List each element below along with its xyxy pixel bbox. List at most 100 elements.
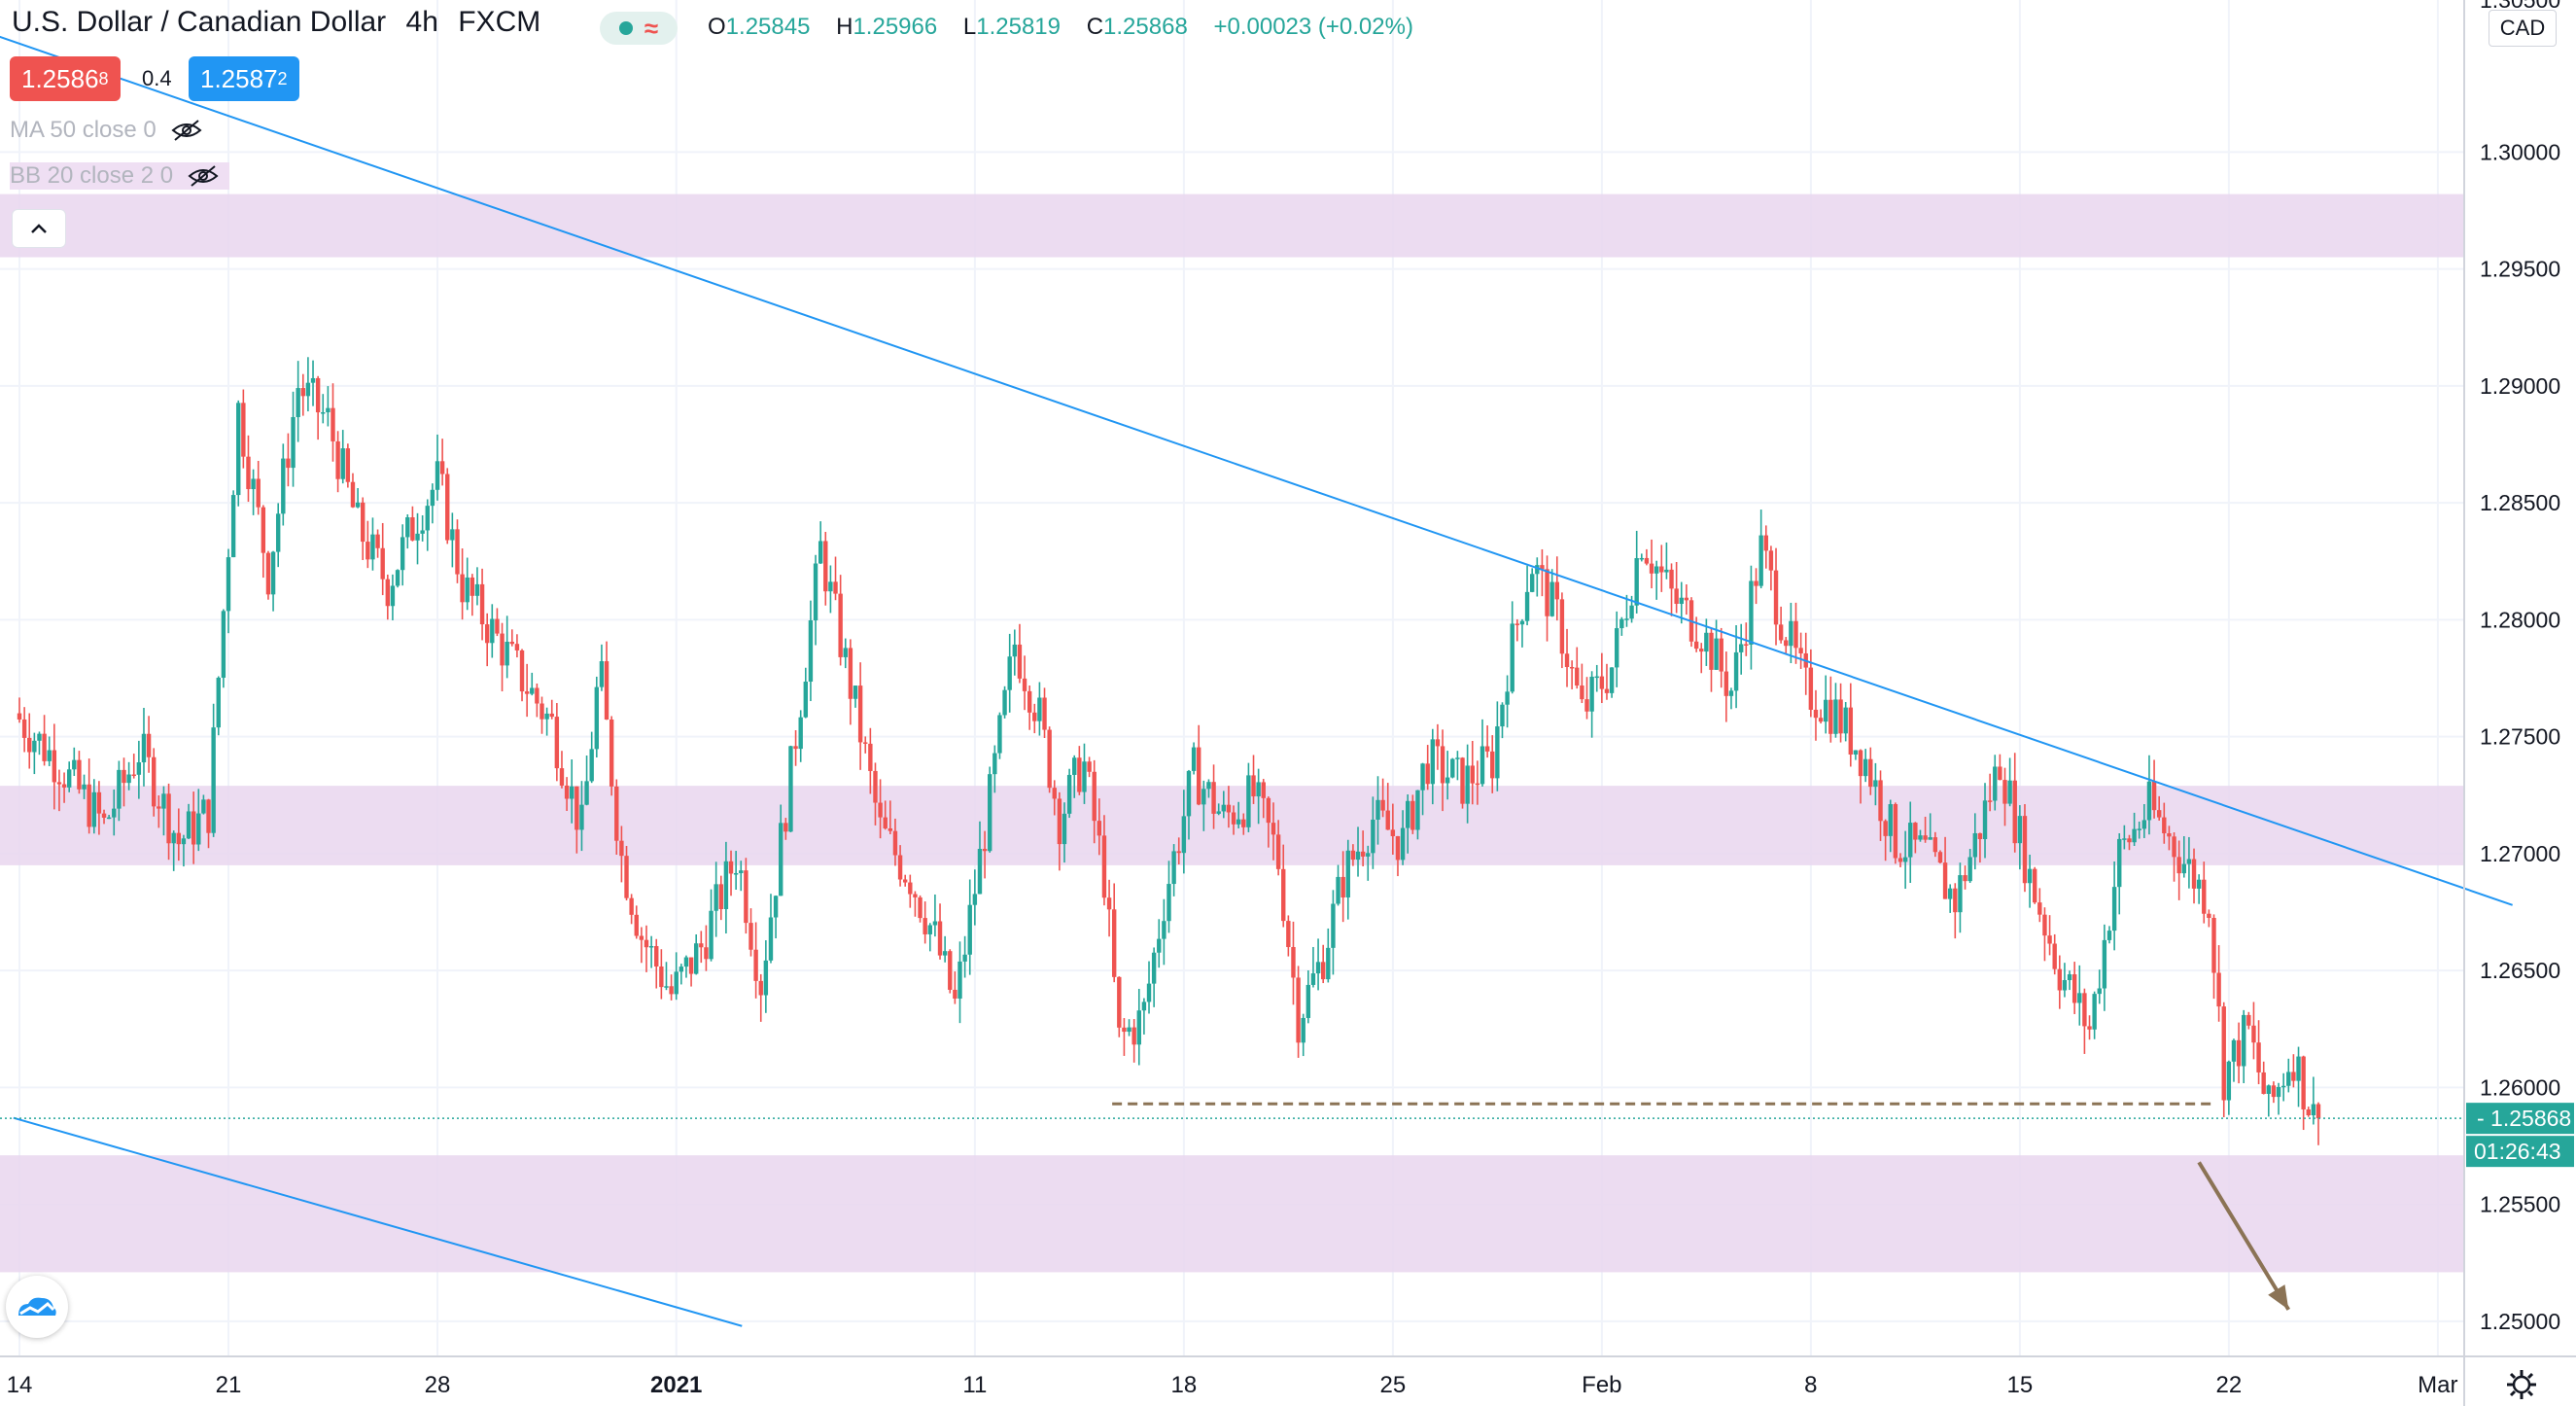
candle-body — [1535, 565, 1540, 575]
candle-body — [340, 448, 345, 479]
candle-body — [420, 530, 425, 534]
candle-body — [1862, 758, 1868, 777]
candle-body — [136, 762, 142, 775]
candle-body — [465, 577, 470, 603]
candle-body — [1336, 876, 1340, 904]
time-tick-label: 25 — [1380, 1372, 1407, 1398]
price-tick-label: 1.29000 — [2480, 373, 2560, 399]
candle-body — [1151, 952, 1157, 984]
candle-body — [1932, 837, 1938, 853]
candle-body — [1624, 618, 1629, 620]
candle-body — [395, 570, 400, 586]
candle-body — [2231, 1039, 2237, 1062]
price-tick-label: 1.27500 — [2480, 724, 2560, 750]
candle-body — [1241, 819, 1246, 827]
candle-body — [1042, 697, 1047, 730]
candle-body — [1410, 800, 1415, 830]
candle-body — [519, 650, 525, 692]
candle-body — [2102, 939, 2107, 989]
indicator-bb[interactable]: BB 20 close 2 0 — [10, 162, 230, 190]
candle-body — [902, 879, 908, 883]
candle-body — [2306, 1108, 2311, 1116]
candle-body — [1106, 897, 1112, 910]
currency-button[interactable]: CAD — [2489, 10, 2557, 47]
candle-body — [1858, 750, 1863, 777]
candle-body — [878, 802, 883, 818]
candle-body — [570, 786, 574, 799]
candle-body — [321, 412, 326, 414]
candle-body — [1162, 921, 1166, 939]
candle-body — [2012, 780, 2017, 844]
candle-body — [1037, 697, 1042, 721]
price-tick-label: 1.26500 — [2480, 958, 2560, 983]
candle-body — [1111, 909, 1117, 977]
candle-body — [2276, 1086, 2281, 1098]
candle-body — [1540, 565, 1545, 570]
candle-body — [2216, 972, 2221, 1007]
candle-body — [982, 849, 988, 852]
candle-body — [390, 585, 396, 607]
candle-body — [948, 951, 953, 990]
buy-button[interactable]: 1.2587 2 — [189, 56, 299, 101]
candle-body — [1310, 973, 1316, 985]
candle-body — [1445, 777, 1450, 784]
candle-body — [1733, 651, 1739, 691]
price-tick-label: 1.27000 — [2480, 841, 2560, 866]
candle-body — [779, 823, 783, 896]
candle-body — [1390, 829, 1396, 836]
candle-body — [540, 703, 544, 720]
indicator-ma[interactable]: MA 50 close 0 — [10, 117, 203, 144]
candle-body — [1092, 771, 1097, 822]
collapse-legend-button[interactable] — [12, 209, 66, 248]
market-status[interactable]: ≈ — [600, 12, 678, 45]
price-tick-label: 1.26000 — [2480, 1074, 2560, 1100]
candle-body — [2280, 1085, 2286, 1088]
candle-body — [1495, 726, 1500, 779]
candle-body — [843, 648, 848, 657]
eye-hidden-icon[interactable] — [187, 163, 220, 189]
candle-body — [230, 495, 236, 558]
candle-body — [509, 642, 514, 645]
candle-body — [574, 786, 579, 830]
candle-body — [1211, 782, 1216, 814]
candle-body — [2017, 816, 2023, 844]
candle-body — [1027, 690, 1032, 713]
candle-body — [768, 917, 774, 961]
spread-value: 0.4 — [142, 66, 172, 90]
settings-gear-icon[interactable] — [2504, 1367, 2539, 1402]
candle-body — [524, 691, 530, 694]
candle-body — [315, 377, 321, 413]
candle-body — [1271, 823, 1276, 835]
time-tick-label: 15 — [2007, 1372, 2034, 1398]
candle-body — [2186, 859, 2192, 864]
time-tick-label: 14 — [7, 1372, 33, 1398]
interval-label[interactable]: 4h — [405, 6, 438, 38]
candle-body — [922, 918, 927, 934]
candle-body — [479, 583, 485, 625]
candle-body — [2052, 943, 2057, 969]
candle-body — [1191, 747, 1197, 771]
tradingview-logo[interactable] — [6, 1276, 68, 1338]
eye-hidden-icon[interactable] — [170, 118, 203, 143]
candle-body — [1236, 819, 1241, 825]
time-tick-label: 18 — [1171, 1372, 1198, 1398]
candle-body — [505, 642, 509, 666]
candle-body — [1545, 569, 1549, 616]
symbol-title[interactable]: U.S. Dollar / Canadian Dollar 4h FXCM — [12, 6, 552, 39]
candle-body — [2167, 833, 2172, 837]
candle-body — [1575, 667, 1580, 686]
candle-body — [17, 713, 22, 720]
sell-button[interactable]: 1.2586 8 — [10, 56, 121, 101]
candle-body — [1793, 620, 1798, 649]
candle-body — [1101, 835, 1107, 898]
candle-body — [1619, 618, 1624, 629]
candle-body — [445, 474, 450, 541]
candle-body — [1186, 770, 1192, 817]
candle-body — [1281, 868, 1286, 922]
candle-body — [430, 489, 435, 507]
candle-body — [818, 541, 823, 564]
symbol-name[interactable]: U.S. Dollar / Canadian Dollar — [12, 6, 387, 38]
candle-body — [1425, 763, 1430, 785]
candle-body — [1828, 699, 1833, 734]
